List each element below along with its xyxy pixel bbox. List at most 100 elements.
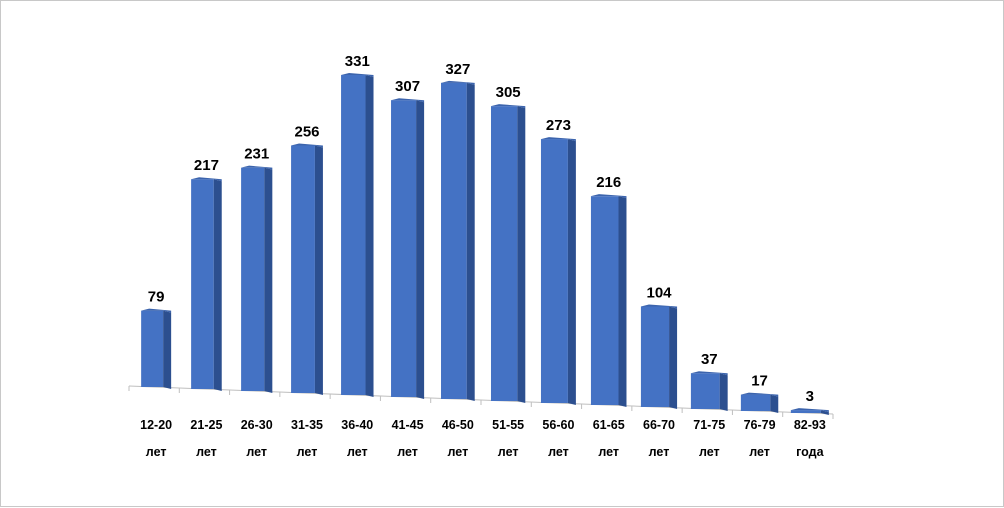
bar-front-face: [540, 139, 568, 403]
bar-top-face: [341, 73, 374, 77]
bar-top-face: [241, 165, 273, 170]
bar-top-face: [790, 408, 829, 413]
bar-top-face: [740, 392, 779, 397]
x-tick-label-unit: лет: [397, 445, 418, 459]
x-tick-label-unit: лет: [146, 445, 167, 459]
x-tick-label-unit: лет: [749, 445, 770, 459]
x-tick-label: 36-40: [341, 418, 373, 432]
x-tick-label: 31-35: [291, 418, 323, 432]
x-tick-label-unit: лет: [498, 445, 519, 459]
bar-8: [490, 104, 526, 403]
x-tick-label-unit: лет: [649, 445, 670, 459]
bar-2: [191, 177, 222, 391]
bar-top-face: [490, 104, 526, 109]
x-tick-label: 21-25: [190, 418, 222, 432]
bar-front-face: [790, 410, 821, 413]
bar-13: [740, 392, 779, 413]
bar-10: [590, 194, 627, 407]
x-tick-label-unit: года: [796, 445, 824, 459]
bar-front-face: [740, 394, 771, 411]
x-tick-label: 82-93: [794, 418, 826, 432]
data-label: 331: [345, 53, 370, 70]
bar-side-face: [669, 306, 678, 409]
bar-side-face: [365, 75, 374, 397]
x-tick-label: 46-50: [442, 418, 474, 432]
bar-7: [441, 80, 475, 402]
bar-top-face: [141, 308, 172, 313]
bar-front-face: [441, 82, 467, 400]
x-tick-label: 12-20: [140, 418, 172, 432]
bar-side-face: [466, 82, 475, 402]
x-tick-label: 41-45: [392, 418, 424, 432]
data-label: 216: [596, 174, 621, 191]
data-label: 231: [244, 146, 269, 163]
bar-side-face: [770, 394, 779, 413]
bar-top-face: [291, 143, 323, 148]
bar-top-face: [540, 137, 576, 142]
data-label: 327: [445, 61, 470, 78]
x-tick-label-unit: лет: [448, 445, 469, 459]
bar-side-face: [213, 179, 222, 391]
bar-front-face: [640, 306, 670, 407]
bar-side-face: [567, 139, 576, 405]
bar-side-face: [719, 373, 728, 411]
x-tick-label: 61-65: [593, 418, 625, 432]
bar-top-face: [441, 80, 475, 85]
x-tick-label: 71-75: [693, 418, 725, 432]
bar-top-face: [191, 177, 222, 182]
bar-front-face: [191, 179, 214, 389]
x-tick-label-unit: лет: [297, 445, 318, 459]
bar-front-face: [391, 100, 417, 397]
bar-front-face: [291, 145, 315, 393]
x-tick-label-unit: лет: [699, 445, 720, 459]
bar-side-face: [820, 410, 829, 415]
x-tick-label: 51-55: [492, 418, 524, 432]
bar-side-face: [264, 167, 273, 393]
bar-11: [640, 304, 678, 409]
bar-top-face: [640, 304, 678, 309]
data-label: 217: [194, 157, 219, 174]
x-tick-label-unit: лет: [598, 445, 619, 459]
bar-side-face: [314, 145, 323, 395]
bar-front-face: [341, 75, 366, 395]
data-label: 37: [701, 351, 718, 368]
bar-front-face: [241, 167, 265, 391]
bar-5: [341, 73, 374, 397]
bar-14: [790, 408, 829, 415]
x-tick-label: 76-79: [744, 418, 776, 432]
bar-4: [291, 143, 323, 395]
x-tick-label-unit: лет: [246, 445, 267, 459]
bar-12: [690, 371, 728, 411]
bar-side-face: [163, 310, 172, 389]
data-label: 79: [148, 289, 165, 306]
bar-top-face: [590, 194, 627, 199]
x-tick-label: 26-30: [241, 418, 273, 432]
data-label: 307: [395, 78, 420, 95]
data-label: 3: [806, 388, 814, 405]
x-tick-label: 56-60: [542, 418, 574, 432]
bar-1: [141, 308, 172, 389]
bar-side-face: [416, 100, 425, 399]
bar-top-face: [690, 371, 728, 376]
bar-3: [241, 165, 273, 393]
x-tick-label-unit: лет: [548, 445, 569, 459]
bar-side-face: [517, 106, 526, 403]
data-label: 273: [546, 117, 571, 134]
bar-front-face: [690, 373, 720, 409]
bar-6: [391, 98, 425, 399]
bar-side-face: [618, 196, 627, 407]
data-label: 305: [496, 84, 521, 101]
x-tick-label-unit: лет: [196, 445, 217, 459]
x-tick-label: 66-70: [643, 418, 675, 432]
bar-top-face: [391, 98, 425, 103]
bar-front-face: [490, 106, 518, 401]
x-tick-label-unit: лет: [347, 445, 368, 459]
bar-front-face: [141, 310, 164, 387]
data-label: 17: [751, 373, 768, 390]
data-label: 256: [294, 124, 319, 141]
bar-9: [540, 137, 576, 405]
bar-front-face: [590, 196, 619, 405]
data-label: 104: [646, 284, 672, 301]
